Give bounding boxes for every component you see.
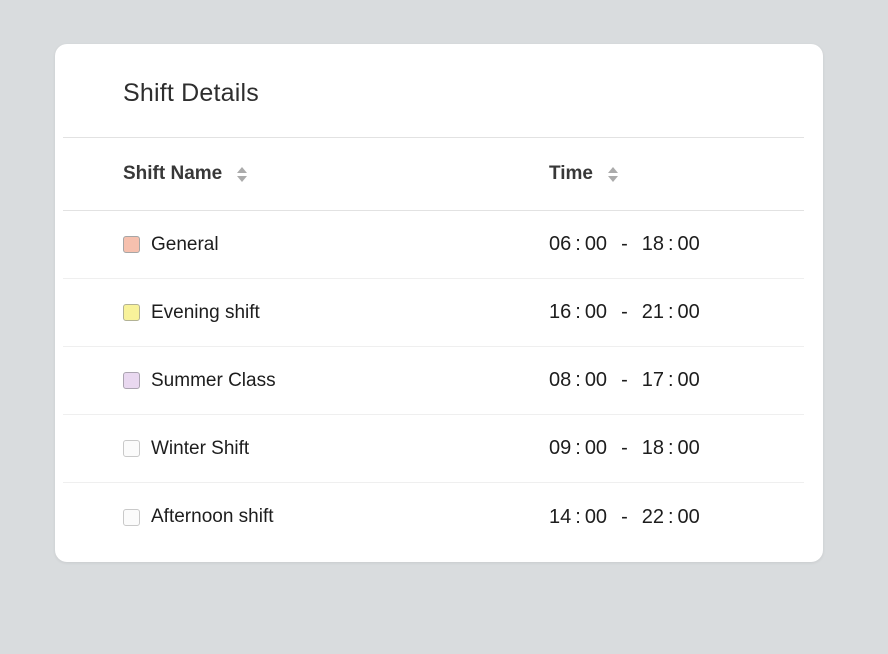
shift-color-swatch: [123, 236, 140, 253]
time-range-separator: -: [621, 437, 628, 459]
table-body: General 06:00 - 18:00 Evening shift 16:0…: [63, 211, 804, 551]
shift-start-time: 06:00: [549, 233, 608, 255]
sort-icon[interactable]: [237, 166, 248, 182]
shift-end-time: 22:00: [641, 505, 700, 528]
shift-end-time: 17:00: [641, 369, 700, 391]
table-header-row: Shift Name Time: [63, 137, 804, 211]
shift-time-cell: 16:00 - 21:00: [549, 301, 804, 324]
table-row[interactable]: Summer Class 08:00 - 17:00: [63, 347, 804, 415]
shift-color-swatch: [123, 304, 140, 321]
sort-down-arrow-icon: [608, 175, 619, 182]
shift-name-label: Evening shift: [151, 301, 260, 323]
time-range-separator: -: [621, 369, 628, 391]
shift-name-cell: Winter Shift: [63, 438, 549, 460]
sort-up-arrow-icon: [237, 166, 248, 173]
column-header-time[interactable]: Time: [549, 163, 804, 185]
shift-name-cell: Evening shift: [63, 302, 549, 324]
column-header-time-label: Time: [549, 163, 594, 184]
shift-time-cell: 09:00 - 18:00: [549, 437, 804, 460]
shift-start-time: 14:00: [549, 505, 608, 528]
shift-name-label: General: [151, 233, 219, 255]
shift-color-swatch: [123, 508, 140, 526]
shift-details-card: Shift Details Shift Name Time Gene: [55, 44, 823, 562]
shift-start-time: 09:00: [549, 437, 608, 459]
time-range-separator: -: [621, 301, 628, 323]
shift-name-cell: General: [63, 234, 549, 256]
table-row[interactable]: Evening shift 16:00 - 21:00: [63, 279, 804, 347]
shift-time-cell: 06:00 - 18:00: [549, 233, 804, 256]
shift-time-cell: 14:00 - 22:00: [549, 506, 804, 529]
sort-icon[interactable]: [608, 166, 619, 182]
shift-start-time: 16:00: [549, 301, 608, 323]
table-row[interactable]: General 06:00 - 18:00: [63, 211, 804, 279]
time-range-separator: -: [621, 233, 628, 255]
sort-down-arrow-icon: [237, 175, 248, 182]
shift-time-cell: 08:00 - 17:00: [549, 369, 804, 392]
sort-up-arrow-icon: [608, 166, 619, 173]
time-range-separator: -: [621, 505, 628, 528]
page-title: Shift Details: [123, 79, 259, 107]
shift-start-time: 08:00: [549, 369, 608, 391]
shift-name-label: Afternoon shift: [151, 506, 274, 527]
card-header: Shift Details: [55, 44, 823, 137]
shift-name-cell: Summer Class: [63, 370, 549, 392]
table-row[interactable]: Winter Shift 09:00 - 18:00: [63, 415, 804, 483]
table-row[interactable]: Afternoon shift 14:00 - 22:00: [63, 483, 804, 551]
shift-color-swatch: [123, 372, 140, 389]
shift-end-time: 21:00: [641, 301, 700, 323]
shift-end-time: 18:00: [641, 233, 700, 255]
shift-name-label: Winter Shift: [151, 437, 250, 459]
shift-table: Shift Name Time General 06:00 -: [63, 137, 804, 551]
shift-name-label: Summer Class: [151, 369, 276, 391]
shift-name-cell: Afternoon shift: [63, 506, 549, 528]
shift-end-time: 18:00: [641, 437, 700, 459]
shift-color-swatch: [123, 440, 140, 457]
column-header-shift-name-label: Shift Name: [123, 163, 223, 184]
column-header-shift-name[interactable]: Shift Name: [63, 163, 549, 185]
